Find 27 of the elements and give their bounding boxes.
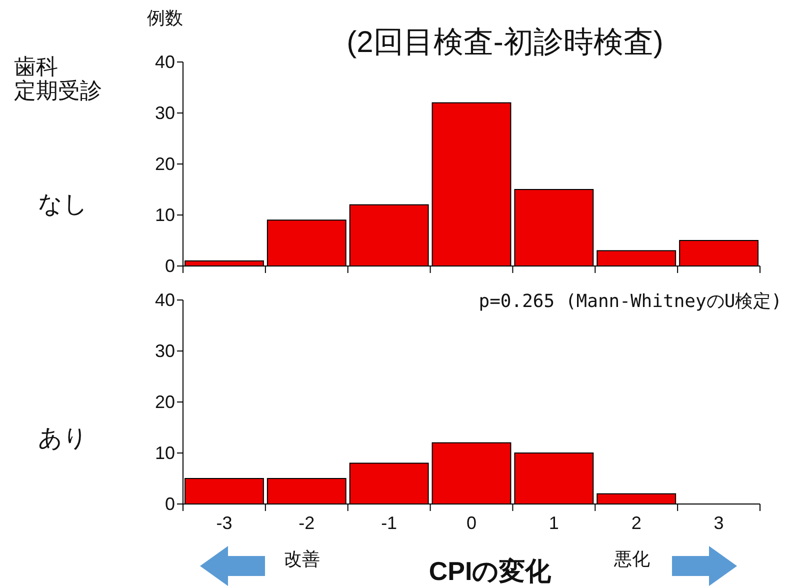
text: 歯科 <box>14 54 58 79</box>
y-tick-label: 10 <box>154 205 175 225</box>
y-tick-label: 40 <box>154 290 175 310</box>
y-tick-label: 0 <box>164 494 175 514</box>
y-tick-label: 0 <box>164 256 175 276</box>
x-tick-label: 0 <box>466 513 477 533</box>
y-tick-label: 20 <box>154 392 175 412</box>
x-tick-label: -2 <box>298 513 315 533</box>
x-tick-label: -3 <box>216 513 232 533</box>
y-axis-title: 例数 <box>147 8 183 28</box>
text: あり <box>38 425 88 452</box>
x-axis-title: CPIの変化 <box>428 556 552 586</box>
y-tick-label: 10 <box>154 443 175 463</box>
text: 悪化 <box>613 549 650 569</box>
chart-title: (2回目検査-初診時検査) <box>346 26 664 59</box>
y-tick-label: 30 <box>154 103 175 123</box>
y-tick-label: 20 <box>154 154 175 174</box>
x-tick-label: -1 <box>381 513 398 533</box>
x-tick-label: 3 <box>714 513 724 533</box>
x-tick-label: 1 <box>548 513 559 533</box>
text: 定期受診 <box>14 78 102 103</box>
y-tick-label: 40 <box>154 52 175 72</box>
text: 改善 <box>284 549 320 569</box>
text: なし <box>38 191 88 218</box>
annotation: p=0.265 (Mann-WhitneyのU検定) <box>478 291 782 312</box>
y-tick-label: 30 <box>154 341 175 361</box>
x-tick-label: 2 <box>631 513 642 533</box>
